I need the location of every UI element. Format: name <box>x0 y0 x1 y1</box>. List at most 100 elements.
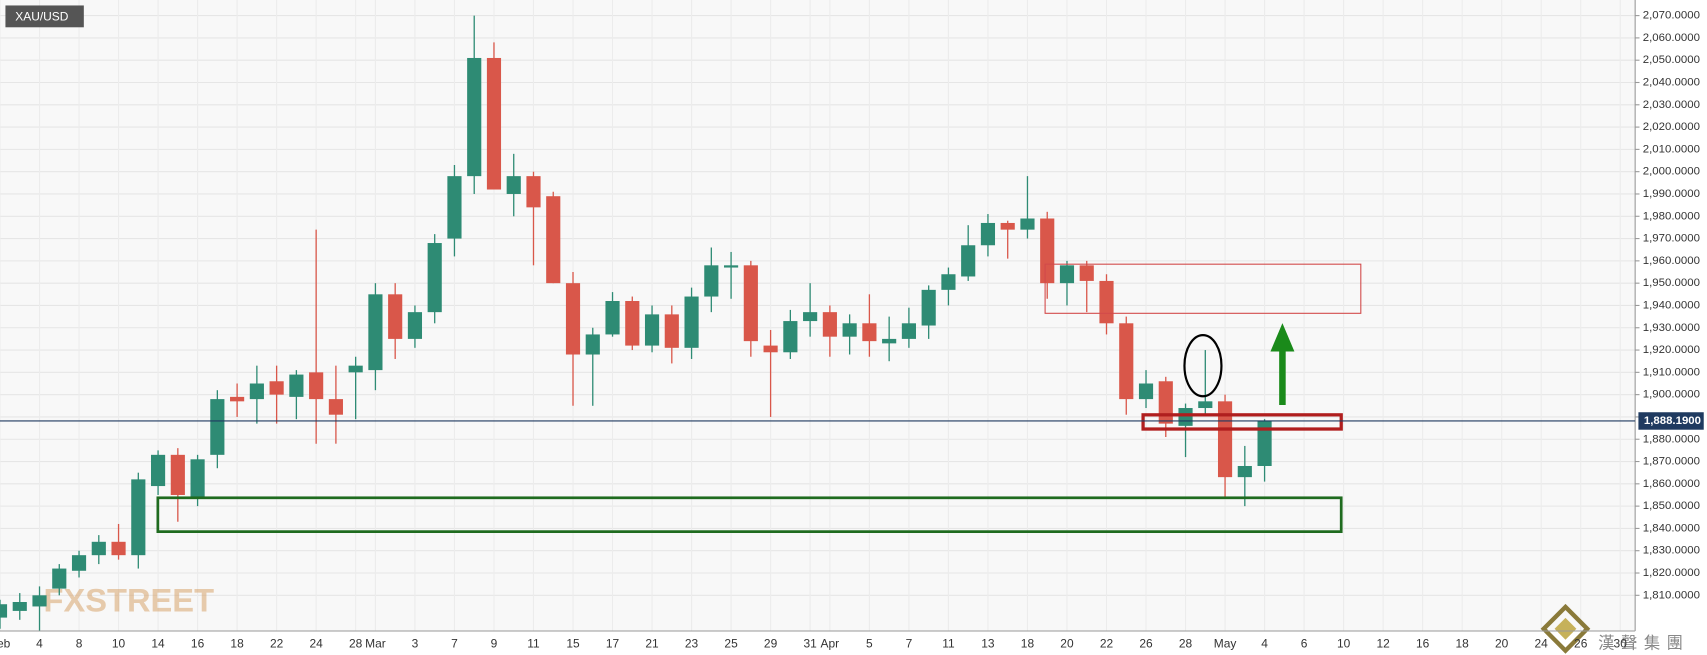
y-tick-label: 1,840.0000 <box>1643 522 1700 534</box>
x-tick-label: 13 <box>981 636 995 650</box>
candle-body <box>803 312 818 322</box>
y-tick-label: 1,830.0000 <box>1643 545 1700 557</box>
candle-body <box>605 300 620 335</box>
candle-body <box>289 374 304 397</box>
x-tick-label: 4 <box>1261 636 1268 650</box>
x-tick-label: 21 <box>645 636 659 650</box>
candle-body <box>1099 280 1114 324</box>
x-tick-label: Apr <box>821 636 840 650</box>
y-tick-label: 1,850.0000 <box>1643 500 1700 512</box>
candle-body <box>249 383 264 400</box>
candle-body <box>486 57 502 190</box>
candle-body <box>783 321 798 353</box>
x-tick-label: 6 <box>1301 636 1308 650</box>
x-tick-label: 23 <box>685 636 699 650</box>
y-tick-label: 1,810.0000 <box>1643 589 1700 601</box>
y-tick-label: 1,820.0000 <box>1643 567 1700 579</box>
x-tick-label: 20 <box>1060 636 1074 650</box>
symbol: XAU/USD <box>15 10 69 24</box>
y-tick-label: 2,030.0000 <box>1643 99 1700 111</box>
y-tick-label: 2,070.0000 <box>1643 10 1700 22</box>
candle-body <box>941 274 956 290</box>
x-tick-label: 3 <box>412 636 419 650</box>
candle-body <box>388 294 403 339</box>
candle-body <box>704 265 719 297</box>
candle-body <box>328 399 343 415</box>
x-tick-label: 7 <box>451 636 458 650</box>
candle-body <box>1257 420 1272 466</box>
x-tick-label: Mar <box>365 636 386 650</box>
candle-body <box>1059 265 1075 284</box>
grid <box>0 0 1636 631</box>
candle-body <box>467 57 482 177</box>
x-tick-label: May <box>1214 636 1237 650</box>
candle-body <box>743 265 758 342</box>
y-tick-label: 1,900.0000 <box>1643 389 1700 401</box>
x-tick-label: 12 <box>1376 636 1390 650</box>
watermark: FXSTREET <box>44 581 215 618</box>
x-tick-label: 22 <box>270 636 284 650</box>
candle-body <box>921 289 936 326</box>
last-price-box <box>1638 412 1704 430</box>
candle-body <box>368 294 383 371</box>
candle-body <box>230 396 245 402</box>
x-tick-label: 15 <box>566 636 580 650</box>
candle-body <box>1158 381 1173 424</box>
y-tick-label: 1,980.0000 <box>1643 210 1700 222</box>
candle-body <box>763 345 778 353</box>
candle-body <box>407 312 423 339</box>
candle-body <box>684 296 699 348</box>
y-tick-label: 1,970.0000 <box>1643 233 1700 245</box>
x-tick-label: 17 <box>606 636 620 650</box>
y-tick-label: 2,020.0000 <box>1643 121 1700 133</box>
candle-body <box>901 323 916 339</box>
y-tick-label: 2,000.0000 <box>1643 166 1700 178</box>
candle-body <box>210 399 225 455</box>
candle-body <box>1119 323 1134 400</box>
candle-body <box>170 454 185 495</box>
candle-body <box>565 283 581 355</box>
last-price-label: 1,888.1900 <box>1644 415 1701 427</box>
x-tick-label: 31 <box>803 636 817 650</box>
candle-body <box>1079 265 1094 281</box>
candle-body <box>0 604 8 618</box>
wick-highlight <box>1183 334 1223 398</box>
candle-body <box>348 365 363 373</box>
x-tick-label: 25 <box>724 636 738 650</box>
candle-body <box>546 196 561 284</box>
candle-body <box>625 300 640 346</box>
candle-body <box>1217 401 1233 478</box>
x-tick-label: 8 <box>76 636 83 650</box>
y-tick-label: 1,860.0000 <box>1643 478 1700 490</box>
y-tick-label: 2,010.0000 <box>1643 143 1700 155</box>
watermark: 漢聲集團 <box>1598 634 1689 652</box>
candle-body <box>32 595 47 607</box>
candle-body <box>664 314 679 348</box>
x-tick-label: 16 <box>1416 636 1430 650</box>
candle-body <box>111 541 126 556</box>
y-tick-label: 1,920.0000 <box>1643 344 1700 356</box>
candle-body <box>842 323 857 337</box>
x-tick-label: 24 <box>309 636 323 650</box>
x-tick-label: 26 <box>1139 636 1153 650</box>
candle-body <box>1000 222 1015 230</box>
candle-body <box>862 323 877 342</box>
y-tick-label: 1,960.0000 <box>1643 255 1700 267</box>
y-tick-label: 1,950.0000 <box>1643 277 1700 289</box>
candle-body <box>309 372 324 400</box>
y-tick-label: 2,040.0000 <box>1643 77 1700 89</box>
y-tick-label: 1,910.0000 <box>1643 366 1700 378</box>
resistance-zone <box>1044 263 1362 314</box>
up-arrow <box>1270 323 1295 406</box>
x-tick-label: 11 <box>942 636 955 650</box>
candle-body <box>1040 218 1055 284</box>
candle-body <box>150 454 166 487</box>
x-tick-label: 7 <box>906 636 913 650</box>
support-zone <box>156 496 1343 534</box>
symbol-box <box>5 5 84 28</box>
x-tick-label: 11 <box>527 636 540 650</box>
candle-body <box>91 541 106 556</box>
y-tick-label: 2,050.0000 <box>1643 54 1700 66</box>
candles <box>0 15 1272 631</box>
